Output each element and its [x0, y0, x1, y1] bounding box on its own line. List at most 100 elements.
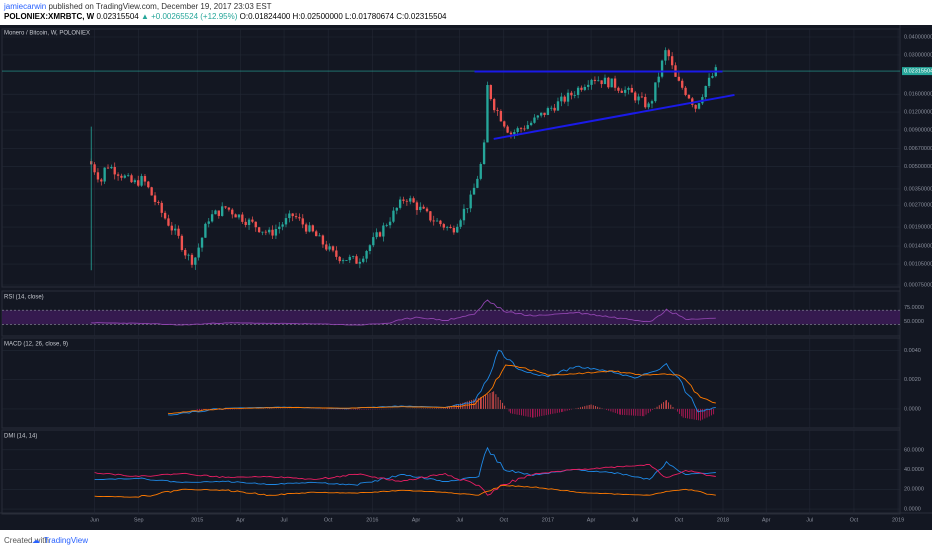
candle-body: [657, 76, 660, 83]
candle-body: [550, 107, 553, 109]
candle-body: [466, 208, 469, 210]
tradingview-logo-icon: ☁: [32, 536, 40, 545]
candle-body: [623, 89, 627, 93]
candle-body: [355, 256, 358, 264]
chart-area[interactable]: Jun Sep 2015 Apr Jul Oct 2016 Apr Jul Oct 2017 Apr J…: [0, 25, 932, 530]
candle-body: [687, 94, 691, 99]
candle-body: [304, 224, 308, 232]
price-tick-label: 0.00670000: [904, 146, 932, 152]
dmi-plus-line: [94, 446, 716, 486]
candle-body: [173, 228, 177, 231]
candle-body: [321, 235, 325, 245]
candle-body: [197, 247, 200, 258]
candle-body: [694, 104, 697, 109]
price-change: ▲ +0.00265524 (+12.95%): [140, 12, 238, 21]
candle-body: [116, 174, 120, 176]
rsi-band: [2, 310, 900, 325]
candle-body: [298, 217, 301, 219]
candle-body: [341, 260, 345, 262]
candle-body: [210, 214, 214, 222]
candle-body: [593, 79, 597, 81]
candle-body: [325, 244, 328, 250]
candle-body: [627, 87, 630, 90]
time-tick-label: Jul: [631, 517, 638, 523]
candle-body: [194, 257, 197, 265]
price-tick-label: 0.00190000: [904, 224, 932, 230]
candle-body: [126, 175, 130, 177]
time-tick-label: Apr: [762, 517, 771, 523]
author-link[interactable]: jamiecarwin: [4, 2, 47, 11]
candle-body: [106, 167, 110, 169]
candle-body: [372, 237, 375, 246]
candle-body: [422, 206, 425, 209]
candle-body: [610, 78, 613, 88]
candle-body: [533, 117, 536, 123]
chart-header: jamiecarwin published on TradingView.com…: [0, 0, 932, 24]
price-tick-label: 0.03000000: [904, 52, 932, 58]
price-tick-label: 0.01200000: [904, 110, 932, 116]
candle-body: [170, 225, 173, 231]
tradingview-brand-link[interactable]: TradingView: [44, 536, 89, 545]
candle-body: [130, 175, 133, 183]
candle-body: [583, 86, 587, 90]
candle-body: [456, 226, 459, 233]
candle-body: [412, 198, 415, 203]
candle-body: [707, 77, 711, 86]
candle-body: [278, 226, 281, 229]
time-tick-label: Oct: [324, 517, 333, 523]
indicator-tick-label: 0.0000: [904, 506, 921, 512]
time-tick-label: Oct: [499, 517, 508, 523]
candle-body: [382, 225, 385, 237]
candle-body: [607, 77, 610, 88]
candle-body: [147, 181, 150, 188]
price-tick-label: 0.01600000: [904, 92, 932, 98]
candle-body: [358, 261, 362, 264]
candle-body: [271, 229, 274, 236]
candle-body: [237, 214, 241, 218]
price-tick-label: 0.04000000: [904, 34, 932, 40]
candle-body: [691, 98, 694, 105]
dmi-pane: [1, 429, 901, 515]
candle-body: [123, 175, 126, 178]
candle-body: [137, 180, 140, 186]
candle-body: [449, 226, 452, 228]
candle-body: [489, 85, 492, 100]
created-with-label: Created with: [4, 536, 49, 545]
macd-histogram: [196, 391, 715, 421]
time-tick-label: Sep: [134, 517, 144, 523]
candle-body: [288, 213, 291, 219]
time-tick-label: Jun: [90, 517, 99, 523]
candle-body: [536, 115, 540, 118]
candle-body: [546, 108, 550, 115]
candle-body: [563, 96, 566, 102]
candle-body: [200, 237, 204, 248]
price-tick-label: 0.00075000: [904, 282, 932, 288]
time-tick-label: 2018: [717, 517, 729, 523]
candle-body: [644, 96, 647, 108]
candle-body: [264, 231, 268, 233]
ohlc-values: O:0.01824400 H:0.02500000 L:0.01780674 C…: [239, 12, 447, 21]
candle-body: [163, 212, 167, 219]
candle-body: [308, 225, 311, 232]
candle-body: [409, 198, 412, 202]
symbol-line: POLONIEX:XMRBTC, W 0.02315504 ▲ +0.00265…: [4, 12, 446, 22]
candle-body: [241, 214, 244, 222]
candle-body: [224, 206, 227, 208]
candle-body: [503, 121, 506, 127]
candle-body: [294, 216, 298, 218]
candle-body: [398, 199, 402, 208]
trendline: [493, 93, 735, 140]
candle-body: [221, 206, 224, 216]
adx-line: [94, 484, 716, 498]
candle-body: [670, 56, 674, 66]
candle-body: [184, 249, 187, 256]
time-tick-label: 2016: [366, 517, 378, 523]
indicator-tick-label: 20.0000: [904, 487, 924, 493]
candle-body: [543, 112, 546, 115]
time-tick-label: 2017: [542, 517, 554, 523]
candle-body: [207, 221, 210, 224]
candle-body: [180, 235, 184, 250]
candle-body: [318, 235, 321, 237]
candle-body: [603, 77, 607, 85]
candle-body: [284, 218, 288, 225]
